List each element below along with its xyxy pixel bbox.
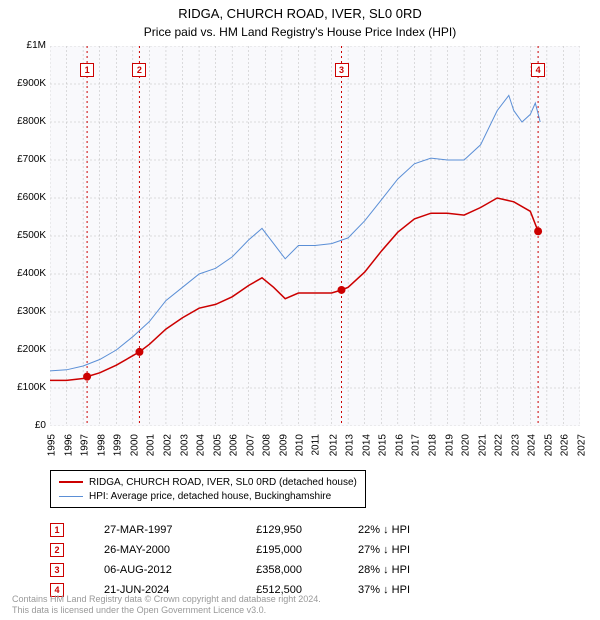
chart-subtitle: Price paid vs. HM Land Registry's House … bbox=[0, 25, 600, 41]
event-diff: 22% ↓ HPI bbox=[320, 524, 410, 536]
event-marker bbox=[534, 227, 542, 235]
x-tick-label: 2022 bbox=[493, 434, 504, 456]
x-tick-label: 2024 bbox=[527, 434, 538, 456]
chart-legend: RIDGA, CHURCH ROAD, IVER, SL0 0RD (detac… bbox=[50, 470, 366, 508]
y-tick-label: £700K bbox=[2, 154, 46, 165]
x-tick-label: 2008 bbox=[262, 434, 273, 456]
x-tick-label: 2021 bbox=[477, 434, 488, 456]
event-date: 26-MAY-2000 bbox=[104, 544, 204, 556]
event-marker bbox=[338, 286, 346, 294]
event-marker-box: 3 bbox=[335, 63, 349, 77]
x-tick-label: 2026 bbox=[560, 434, 571, 456]
event-number-box: 1 bbox=[50, 523, 64, 537]
x-tick-label: 1997 bbox=[79, 434, 90, 456]
x-tick-label: 2000 bbox=[129, 434, 140, 456]
event-row: 2 26-MAY-2000 £195,000 27% ↓ HPI bbox=[50, 540, 410, 560]
x-tick-label: 2013 bbox=[344, 434, 355, 456]
x-tick-label: 2017 bbox=[411, 434, 422, 456]
x-tick-label: 2027 bbox=[576, 434, 587, 456]
event-diff: 27% ↓ HPI bbox=[320, 544, 410, 556]
legend-label: HPI: Average price, detached house, Buck… bbox=[89, 491, 331, 502]
x-tick-label: 2009 bbox=[278, 434, 289, 456]
chart-plot-area bbox=[50, 46, 580, 426]
event-marker-box: 1 bbox=[80, 63, 94, 77]
event-number-box: 2 bbox=[50, 543, 64, 557]
x-tick-label: 1998 bbox=[96, 434, 107, 456]
x-tick-label: 2011 bbox=[311, 434, 322, 456]
event-marker bbox=[83, 373, 91, 381]
y-tick-label: £0 bbox=[2, 420, 46, 431]
legend-item: HPI: Average price, detached house, Buck… bbox=[59, 489, 357, 503]
event-number-box: 3 bbox=[50, 563, 64, 577]
legend-swatch bbox=[59, 496, 83, 497]
x-tick-label: 2014 bbox=[361, 434, 372, 456]
x-tick-label: 2007 bbox=[245, 434, 256, 456]
x-tick-label: 2018 bbox=[427, 434, 438, 456]
x-tick-label: 2019 bbox=[444, 434, 455, 456]
x-tick-label: 2015 bbox=[378, 434, 389, 456]
event-marker bbox=[135, 348, 143, 356]
x-tick-label: 2016 bbox=[394, 434, 405, 456]
x-tick-label: 2020 bbox=[460, 434, 471, 456]
footer-attribution: Contains HM Land Registry data © Crown c… bbox=[12, 594, 321, 617]
y-tick-label: £1M bbox=[2, 40, 46, 51]
event-marker-box: 4 bbox=[531, 63, 545, 77]
x-tick-label: 2023 bbox=[510, 434, 521, 456]
x-tick-label: 2005 bbox=[212, 434, 223, 456]
event-date: 27-MAR-1997 bbox=[104, 524, 204, 536]
legend-label: RIDGA, CHURCH ROAD, IVER, SL0 0RD (detac… bbox=[89, 477, 357, 488]
event-price: £358,000 bbox=[222, 564, 302, 576]
event-price: £129,950 bbox=[222, 524, 302, 536]
y-tick-label: £600K bbox=[2, 192, 46, 203]
event-price: £195,000 bbox=[222, 544, 302, 556]
x-tick-label: 2004 bbox=[195, 434, 206, 456]
y-tick-label: £200K bbox=[2, 344, 46, 355]
x-tick-label: 2002 bbox=[162, 434, 173, 456]
event-row: 3 06-AUG-2012 £358,000 28% ↓ HPI bbox=[50, 560, 410, 580]
legend-swatch bbox=[59, 481, 83, 483]
chart-container: RIDGA, CHURCH ROAD, IVER, SL0 0RD Price … bbox=[0, 0, 600, 620]
x-tick-label: 1995 bbox=[46, 434, 57, 456]
y-tick-label: £800K bbox=[2, 116, 46, 127]
legend-item: RIDGA, CHURCH ROAD, IVER, SL0 0RD (detac… bbox=[59, 475, 357, 489]
event-row: 1 27-MAR-1997 £129,950 22% ↓ HPI bbox=[50, 520, 410, 540]
chart-title: RIDGA, CHURCH ROAD, IVER, SL0 0RD bbox=[0, 0, 600, 23]
x-tick-label: 2001 bbox=[146, 434, 157, 456]
event-diff: 28% ↓ HPI bbox=[320, 564, 410, 576]
footer-line-2: This data is licensed under the Open Gov… bbox=[12, 605, 321, 616]
x-tick-label: 2012 bbox=[328, 434, 339, 456]
event-diff: 37% ↓ HPI bbox=[320, 584, 410, 596]
y-tick-label: £900K bbox=[2, 78, 46, 89]
x-tick-label: 1999 bbox=[113, 434, 124, 456]
y-tick-label: £300K bbox=[2, 306, 46, 317]
y-tick-label: £100K bbox=[2, 382, 46, 393]
x-tick-label: 2025 bbox=[543, 434, 554, 456]
x-tick-label: 2010 bbox=[295, 434, 306, 456]
event-marker-box: 2 bbox=[132, 63, 146, 77]
y-tick-label: £400K bbox=[2, 268, 46, 279]
event-date: 06-AUG-2012 bbox=[104, 564, 204, 576]
x-tick-label: 2003 bbox=[179, 434, 190, 456]
events-table: 1 27-MAR-1997 £129,950 22% ↓ HPI 2 26-MAY-200… bbox=[50, 520, 410, 600]
footer-line-1: Contains HM Land Registry data © Crown c… bbox=[12, 594, 321, 605]
x-tick-label: 2006 bbox=[228, 434, 239, 456]
y-tick-label: £500K bbox=[2, 230, 46, 241]
x-tick-label: 1996 bbox=[63, 434, 74, 456]
